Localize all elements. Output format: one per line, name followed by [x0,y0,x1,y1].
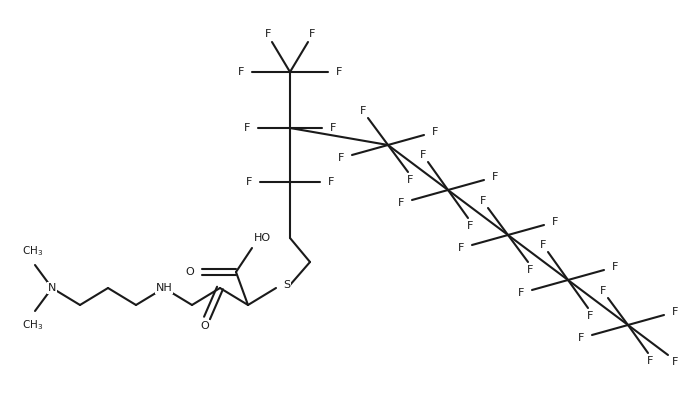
Text: F: F [337,153,344,163]
Text: F: F [328,177,335,187]
Text: O: O [186,267,194,277]
Text: F: F [672,307,678,317]
Text: HO: HO [254,233,271,243]
Text: F: F [458,243,464,253]
Text: CH$_3$: CH$_3$ [22,244,43,258]
Text: F: F [246,177,252,187]
Text: F: F [420,150,426,160]
Text: F: F [492,172,498,182]
Text: F: F [330,123,337,133]
Text: F: F [360,106,366,116]
Text: F: F [517,288,524,298]
Text: F: F [244,123,250,133]
Text: CH$_3$: CH$_3$ [22,318,43,332]
Text: F: F [309,29,315,39]
Text: F: F [540,240,546,250]
Text: F: F [612,262,618,272]
Text: F: F [237,67,244,77]
Text: F: F [480,196,486,206]
Text: F: F [672,357,678,367]
Text: F: F [432,127,438,137]
Text: F: F [600,286,606,296]
Text: F: F [265,29,271,39]
Text: F: F [647,356,653,366]
Text: F: F [578,333,584,343]
Text: F: F [398,198,404,208]
Text: F: F [587,311,593,321]
Text: O: O [201,321,209,331]
Text: NH: NH [155,283,172,293]
Text: F: F [552,217,559,227]
Text: F: F [336,67,342,77]
Text: N: N [48,283,56,293]
Text: F: F [527,265,533,275]
Text: F: F [467,221,473,231]
Text: F: F [407,175,413,185]
Text: S: S [283,280,290,290]
